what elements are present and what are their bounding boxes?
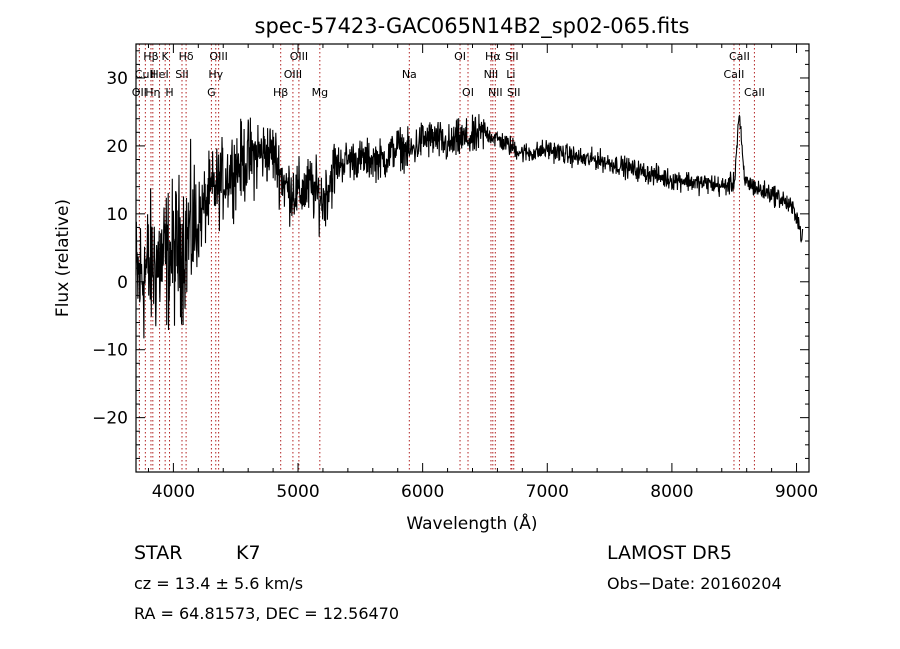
spectral-line-label: Na [402,68,417,81]
spectral-line-label: Hγ [208,68,223,81]
chart-title: spec-57423-GAC065N14B2_sp02-065.fits [255,14,690,39]
y-tick-label: 0 [117,273,128,293]
spectral-line-label: CaII [744,86,765,99]
spectral-line-label: G [207,86,216,99]
spectral-line-label: CaII [729,50,750,63]
spectral-line-label: Hα [485,50,501,63]
spectral-line-label: HeI [150,68,168,81]
spectral-line-label: NII [488,86,503,99]
x-axis-ticks: 4000 5000 6000 7000 8000 9000 [147,44,818,502]
obs-date: Obs−Date: 20160204 [607,574,782,593]
object-subclass: K7 [236,542,261,564]
y-tick-label: 30 [106,69,128,89]
spectral-line-label: OIII [209,50,227,63]
spectral-line-label: OI [454,50,466,63]
y-axis-ticks: −20 −10 0 10 20 30 [92,50,809,473]
y-tick-label: 10 [106,205,128,225]
x-tick-label: 8000 [650,482,693,502]
spectral-line-label: Hβ [143,50,158,63]
y-tick-label: 20 [106,137,128,157]
spectral-line-label: Hδ [179,50,194,63]
spectrum-line [135,114,804,339]
spectral-line-label: OIII [290,50,308,63]
x-tick-label: 7000 [526,482,569,502]
spectral-line-label: K [162,50,170,63]
spectral-line-label: SII [175,68,188,81]
spectral-line-label: H [165,86,173,99]
spectral-line-label: CaII [724,68,745,81]
object-class: STAR [134,542,182,564]
spectral-line-label: SII [507,86,520,99]
y-tick-label: −10 [92,341,128,361]
x-axis-label: Wavelength (Å) [406,512,537,534]
x-tick-label: 9000 [775,482,818,502]
plot-frame [135,43,810,473]
spectral-line-label: Hη [145,86,160,99]
x-tick-label: 5000 [276,482,319,502]
spectral-line-label: Hβ [273,86,288,99]
x-tick-label: 4000 [152,482,195,502]
spectral-line-label: OIII [284,68,302,81]
spectral-line-markers [138,44,755,472]
coordinates: RA = 64.81573, DEC = 12.56470 [134,604,399,623]
spectral-line-label: Li [506,68,515,81]
x-tick-label: 6000 [401,482,444,502]
y-axis-label: Flux (relative) [53,199,73,317]
y-tick-label: −20 [92,409,128,429]
spectral-line-label: OI [462,86,474,99]
survey-label: LAMOST DR5 [607,542,732,564]
spectral-line-label: NII [484,68,499,81]
spectral-line-label: SII [505,50,518,63]
spectral-line-label: Mg [312,86,328,99]
redshift-readout: cz = 13.4 ± 5.6 km/s [134,574,303,593]
